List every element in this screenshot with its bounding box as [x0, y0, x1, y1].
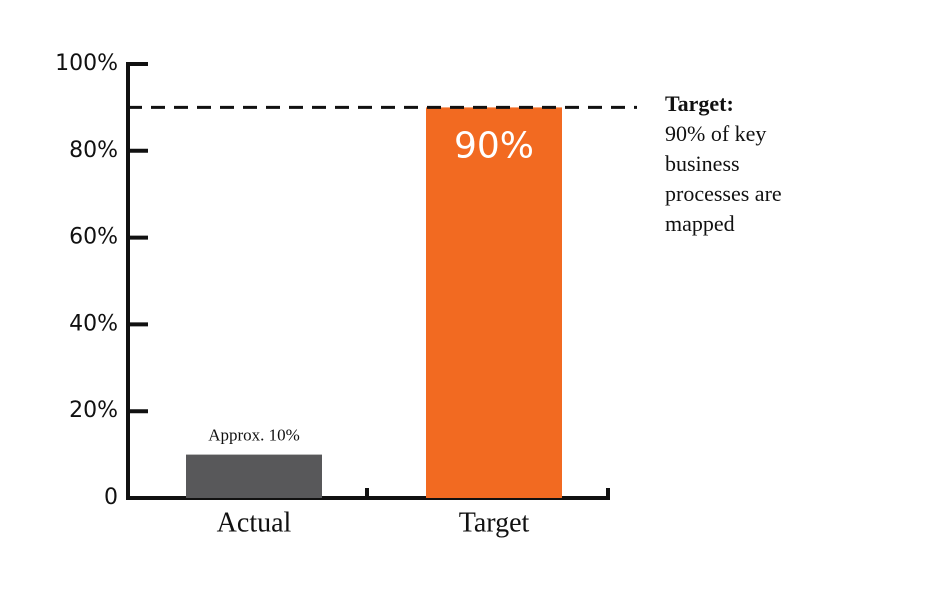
- y-tick-label: 100%: [55, 51, 118, 76]
- y-tick-label: 0: [104, 485, 118, 510]
- y-tick-label: 80%: [69, 138, 118, 163]
- x-tick-label: Target: [459, 507, 530, 538]
- y-tick-label: 60%: [69, 225, 118, 250]
- annotation-line: mapped: [665, 211, 735, 236]
- annotation-line: business: [665, 151, 740, 176]
- bar: [426, 107, 562, 499]
- value-label: Approx. 10%: [208, 426, 300, 445]
- annotation-title: Target:: [665, 91, 734, 116]
- y-tick-label: 20%: [69, 398, 118, 423]
- annotation-line: processes are: [665, 181, 782, 206]
- value-label: 90%: [454, 125, 534, 166]
- bar: [186, 454, 322, 498]
- x-tick-label: Actual: [217, 507, 292, 538]
- annotation-line: 90% of key: [665, 121, 766, 146]
- y-tick-label: 40%: [69, 311, 118, 336]
